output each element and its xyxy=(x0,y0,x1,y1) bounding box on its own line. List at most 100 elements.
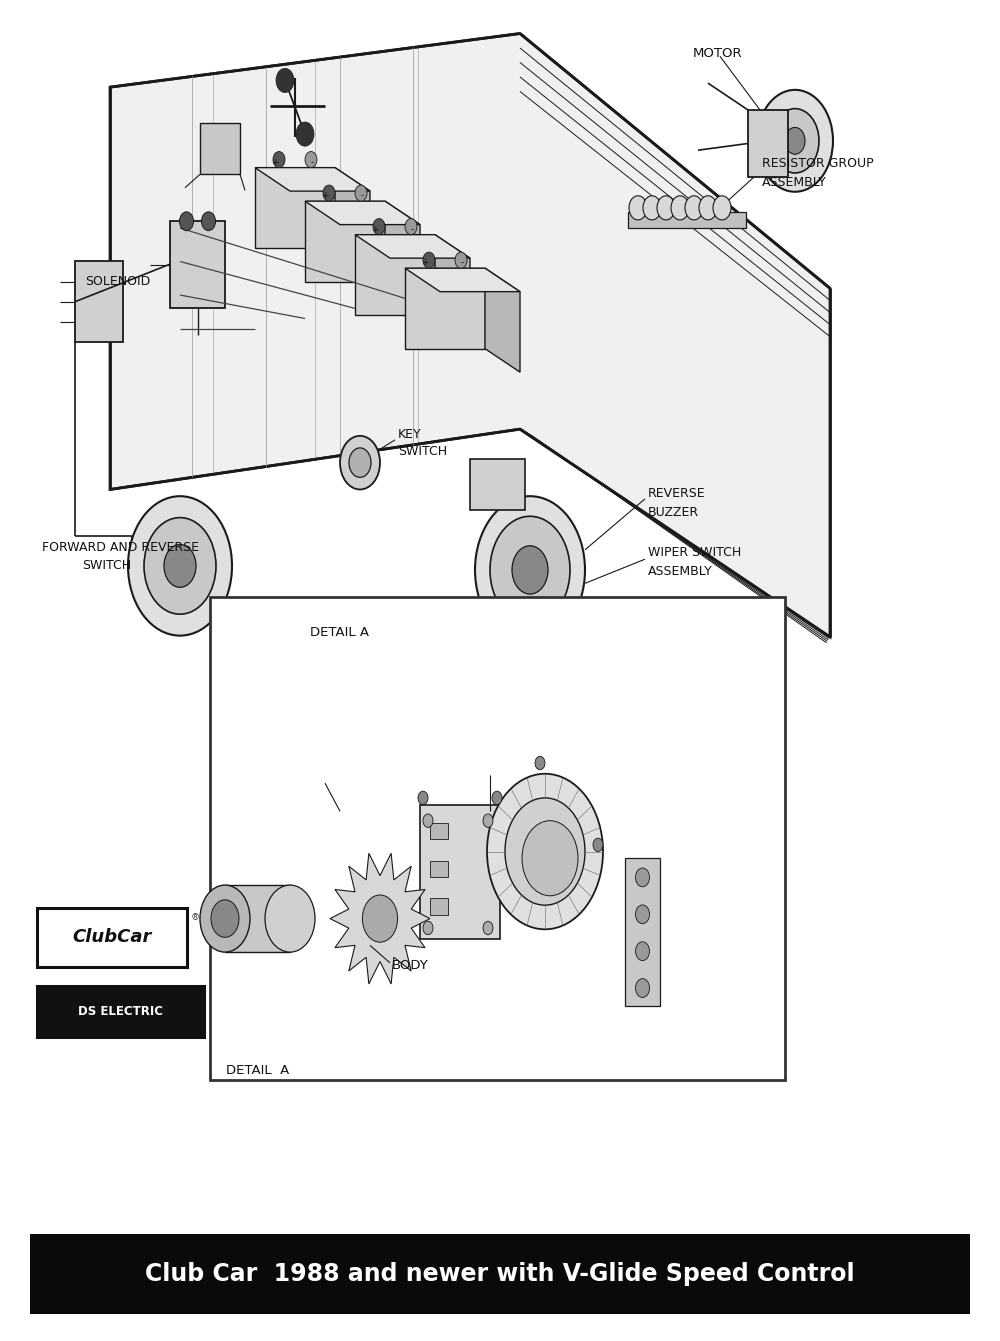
Polygon shape xyxy=(405,268,485,349)
Text: MOTOR: MOTOR xyxy=(693,47,743,60)
Polygon shape xyxy=(355,235,470,257)
Circle shape xyxy=(423,252,435,268)
Circle shape xyxy=(483,921,493,935)
Circle shape xyxy=(483,814,493,827)
Text: +: + xyxy=(321,192,329,200)
Text: -: - xyxy=(411,225,414,233)
Circle shape xyxy=(636,941,650,960)
Circle shape xyxy=(276,68,294,93)
Circle shape xyxy=(512,546,548,594)
Circle shape xyxy=(636,868,650,886)
Circle shape xyxy=(771,109,819,173)
Bar xyxy=(628,212,746,228)
Circle shape xyxy=(593,838,603,852)
Circle shape xyxy=(373,219,385,235)
Polygon shape xyxy=(355,235,435,315)
Circle shape xyxy=(671,196,689,220)
Polygon shape xyxy=(385,201,420,304)
Text: -: - xyxy=(311,158,314,166)
Circle shape xyxy=(636,905,650,924)
Text: ASSEMBLY: ASSEMBLY xyxy=(762,176,827,189)
Circle shape xyxy=(211,900,239,937)
Polygon shape xyxy=(305,201,420,224)
Bar xyxy=(170,221,225,308)
Text: Club Car  1988 and newer with V-Glide Speed Control: Club Car 1988 and newer with V-Glide Spe… xyxy=(145,1262,855,1286)
Circle shape xyxy=(296,122,314,146)
Circle shape xyxy=(522,821,578,896)
Circle shape xyxy=(505,798,585,905)
Circle shape xyxy=(657,196,675,220)
Text: SWITCH: SWITCH xyxy=(82,559,131,573)
Text: +: + xyxy=(421,259,429,267)
FancyBboxPatch shape xyxy=(37,986,204,1037)
Text: -: - xyxy=(361,192,364,200)
Circle shape xyxy=(340,436,380,489)
Circle shape xyxy=(685,196,703,220)
Polygon shape xyxy=(255,168,370,192)
Circle shape xyxy=(713,196,731,220)
Circle shape xyxy=(405,219,417,235)
Text: SWITCH: SWITCH xyxy=(398,445,447,459)
Circle shape xyxy=(180,212,194,231)
Circle shape xyxy=(487,774,603,929)
Circle shape xyxy=(643,196,661,220)
Polygon shape xyxy=(405,268,520,291)
Bar xyxy=(470,459,525,510)
Text: SOLENOID: SOLENOID xyxy=(85,275,150,288)
Circle shape xyxy=(265,885,315,952)
Circle shape xyxy=(757,90,833,192)
Bar xyxy=(430,823,448,839)
Text: ASSEMBLY: ASSEMBLY xyxy=(648,565,713,578)
Circle shape xyxy=(305,152,317,168)
Circle shape xyxy=(785,127,805,154)
Circle shape xyxy=(202,212,216,231)
FancyBboxPatch shape xyxy=(37,908,187,967)
Circle shape xyxy=(475,496,585,644)
Circle shape xyxy=(144,518,216,614)
Polygon shape xyxy=(255,168,335,248)
Polygon shape xyxy=(485,268,520,371)
Text: +: + xyxy=(271,158,279,166)
Circle shape xyxy=(525,825,565,878)
Bar xyxy=(420,805,500,939)
Bar xyxy=(430,861,448,877)
Circle shape xyxy=(629,196,647,220)
Text: +: + xyxy=(371,225,379,233)
Bar xyxy=(75,261,123,342)
Circle shape xyxy=(535,756,545,770)
Text: -: - xyxy=(461,259,464,267)
Text: KEY: KEY xyxy=(398,428,422,441)
Text: DS ELECTRIC: DS ELECTRIC xyxy=(78,1004,163,1018)
Circle shape xyxy=(636,979,650,998)
Text: DETAIL  A: DETAIL A xyxy=(226,1063,289,1077)
Circle shape xyxy=(455,252,467,268)
Text: WIPER SWITCH: WIPER SWITCH xyxy=(648,546,741,559)
Circle shape xyxy=(423,814,433,827)
Circle shape xyxy=(323,185,335,201)
Circle shape xyxy=(490,516,570,624)
Polygon shape xyxy=(435,235,470,339)
Circle shape xyxy=(362,894,398,943)
Circle shape xyxy=(349,448,371,477)
Circle shape xyxy=(128,496,232,636)
Polygon shape xyxy=(335,168,370,271)
Text: BODY: BODY xyxy=(392,959,429,972)
Bar xyxy=(625,858,660,1006)
Circle shape xyxy=(273,152,285,168)
Text: FORWARD AND REVERSE: FORWARD AND REVERSE xyxy=(42,540,199,554)
Text: RESISTOR GROUP: RESISTOR GROUP xyxy=(762,157,874,170)
Circle shape xyxy=(418,791,428,805)
Circle shape xyxy=(355,185,367,201)
Bar xyxy=(200,123,240,174)
Polygon shape xyxy=(110,34,830,637)
Bar xyxy=(210,597,785,1080)
Circle shape xyxy=(423,921,433,935)
Text: ®: ® xyxy=(191,913,200,921)
Circle shape xyxy=(200,885,250,952)
Text: REVERSE: REVERSE xyxy=(648,487,706,500)
Circle shape xyxy=(492,791,502,805)
Bar xyxy=(30,1234,970,1314)
Text: ClubCar: ClubCar xyxy=(72,928,152,947)
Text: DETAIL A: DETAIL A xyxy=(310,626,369,640)
Circle shape xyxy=(699,196,717,220)
